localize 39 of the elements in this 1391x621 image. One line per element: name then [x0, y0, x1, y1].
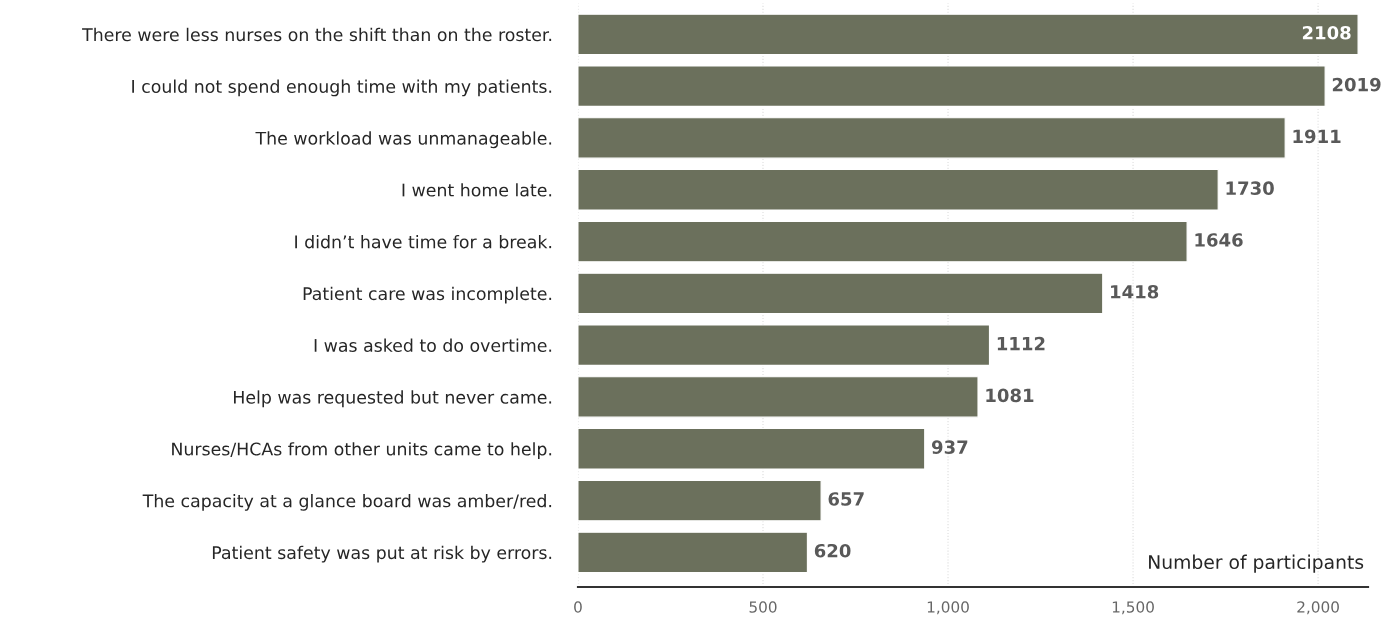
y-tick-label: Help was requested but never came.: [234, 390, 552, 408]
data-label: 1646: [1195, 233, 1243, 247]
x-tick-label: 2,000: [1297, 601, 1339, 615]
y-tick-label: I could not spend enough time with my patients.: [132, 79, 552, 97]
bar: [577, 65, 1326, 107]
data-label: 1418: [1111, 284, 1159, 299]
data-label: 1911: [1293, 129, 1341, 144]
bar: [577, 169, 1219, 211]
bar: [577, 324, 991, 366]
bar: [577, 427, 926, 470]
y-tick-label: There were less nurses on the shift than on the roster.: [82, 27, 552, 42]
bar: [577, 531, 808, 574]
y-tick-label: Patient safety was put at risk by errors.: [212, 545, 552, 563]
x-axis-title: Number of participants: [1149, 554, 1364, 573]
bar: [577, 272, 1104, 315]
x-tick-label: 0: [574, 601, 582, 613]
data-label: 2019: [1332, 77, 1381, 92]
bar: [577, 220, 1188, 263]
data-label: 937: [931, 440, 968, 454]
y-tick-label: The capacity at a glance board was amber/red.: [142, 493, 552, 511]
y-tick-label: The workload was unmanageable.: [255, 131, 552, 149]
x-tick-label: 500: [749, 601, 777, 613]
y-tick-label: I was asked to do overtime.: [314, 338, 552, 352]
data-label: 620: [814, 543, 851, 558]
data-label: 1081: [986, 388, 1034, 403]
bar: [577, 13, 1359, 56]
x-tick-label: 1,500: [1112, 601, 1154, 615]
bar: [577, 117, 1286, 159]
y-tick-label: I didn’t have time for a break.: [295, 234, 552, 249]
bar: [577, 479, 822, 522]
data-label: 657: [828, 492, 864, 506]
y-tick-label: Nurses/HCAs from other units came to help.: [172, 442, 552, 459]
y-tick-label: I went home late.: [402, 183, 552, 197]
data-label: 1112: [997, 336, 1045, 351]
data-label: 2108: [1302, 25, 1351, 40]
bar: [577, 376, 979, 418]
data-label: 1730: [1226, 181, 1274, 195]
y-tick-label: Patient care was incomplete.: [303, 286, 552, 304]
x-tick-label: 1,000: [927, 601, 969, 615]
